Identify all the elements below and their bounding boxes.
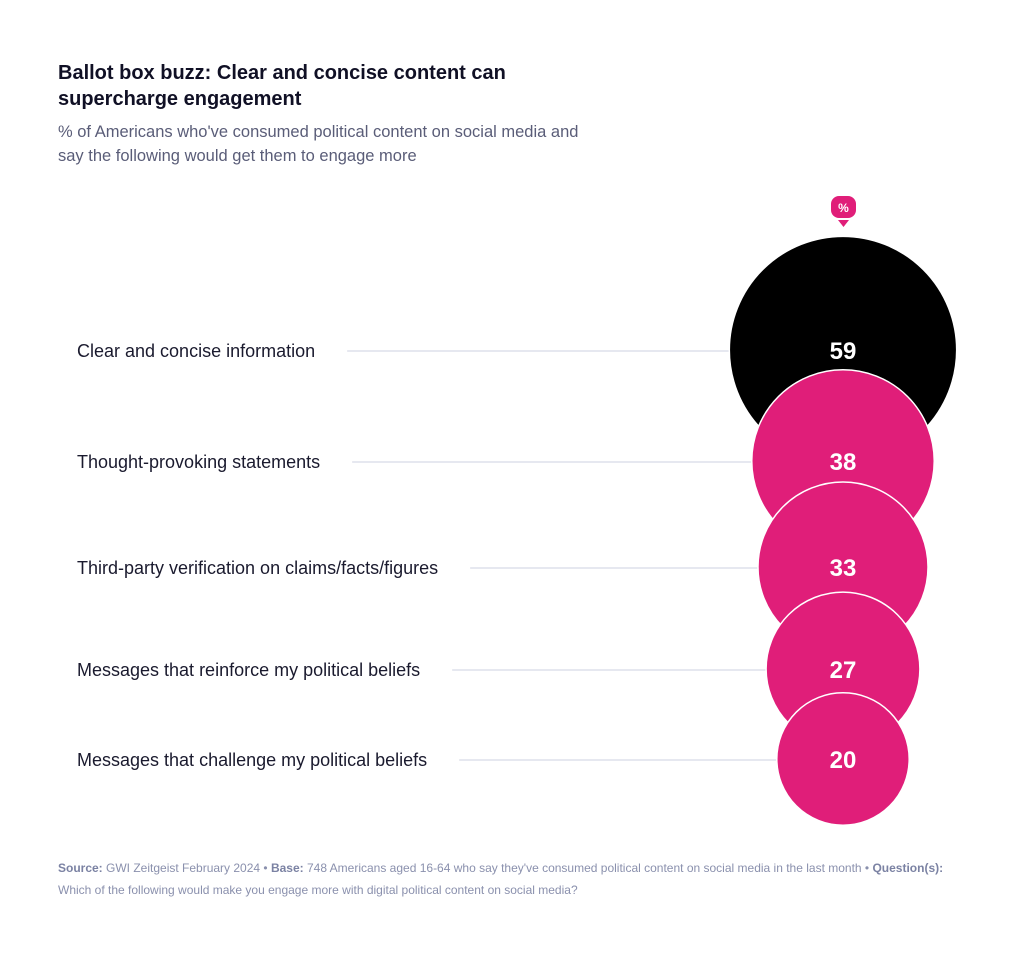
value-label: 27	[830, 657, 857, 684]
percent-marker-pointer	[838, 220, 849, 227]
value-label: 38	[830, 449, 857, 476]
percent-marker	[831, 196, 856, 218]
category-label: Messages that reinforce my political bel…	[77, 660, 420, 680]
bubble	[776, 692, 910, 826]
category-label: Thought-provoking statements	[77, 452, 320, 472]
category-label: Third-party verification on claims/facts…	[77, 558, 438, 578]
base-text: 748 Americans aged 16-64 who say they've…	[303, 861, 873, 875]
percent-marker-label: %	[838, 201, 849, 215]
value-label: 59	[830, 338, 857, 365]
bubble-chart: % Clear and concise information Thought-pr…	[77, 196, 958, 826]
category-label: Clear and concise information	[77, 341, 315, 361]
base-label: Base:	[270, 861, 304, 875]
chart-title: Ballot box buzz: Clear and concise conte…	[58, 62, 506, 110]
value-label: 33	[830, 555, 857, 582]
question-label: Question(s):	[872, 861, 944, 875]
footer-note: Source: GWI Zeitgeist February 2024 • Ba…	[58, 857, 978, 901]
category-label: Messages that challenge my political bel…	[77, 750, 427, 770]
chart-subtitle: % of Americans who've consumed political…	[58, 123, 579, 165]
value-label: 20	[830, 747, 857, 774]
question-text: Which of the following would make you en…	[58, 883, 578, 897]
source-text: GWI Zeitgeist February 2024 •	[102, 861, 271, 875]
source-label: Source:	[58, 861, 103, 875]
